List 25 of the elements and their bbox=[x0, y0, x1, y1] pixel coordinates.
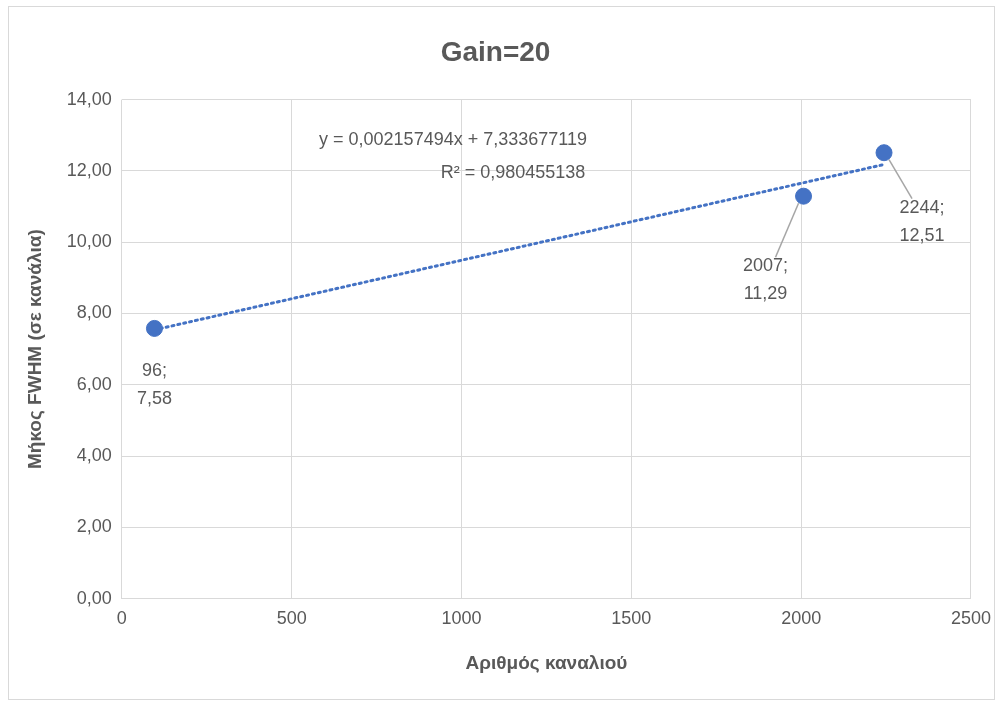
data-label: 2244; 12,51 bbox=[899, 196, 945, 245]
x-tick-label: 2500 bbox=[950, 608, 991, 629]
point bbox=[795, 187, 813, 205]
point bbox=[145, 319, 163, 337]
data-label: 2007; 11,29 bbox=[743, 255, 789, 304]
x-axis-title: Αριθμός καναλιού bbox=[465, 651, 628, 673]
data-label: 96; 7,58 bbox=[136, 360, 172, 409]
y-tick-label: 14,00 bbox=[66, 88, 112, 109]
point bbox=[875, 144, 893, 162]
annotation: R² = 0,980455138 bbox=[440, 161, 586, 182]
x-tick-label: 500 bbox=[276, 608, 307, 629]
chart-title: Gain=20 bbox=[440, 35, 551, 67]
y-tick-label: 2,00 bbox=[76, 516, 112, 537]
y-tick-label: 10,00 bbox=[66, 231, 112, 252]
y-tick-label: 6,00 bbox=[76, 373, 112, 394]
x-tick-label: 1000 bbox=[441, 608, 482, 629]
x-tick-label: 0 bbox=[116, 608, 127, 629]
x-tick-label: 1500 bbox=[611, 608, 652, 629]
y-tick-label: 0,00 bbox=[76, 587, 112, 608]
x-tick-label: 2000 bbox=[781, 608, 822, 629]
annotation: y = 0,002157494x + 7,333677119 bbox=[319, 128, 587, 149]
y-tick-label: 12,00 bbox=[66, 159, 112, 180]
y-tick-label: 8,00 bbox=[76, 302, 112, 323]
y-axis-title: Μήκος FWHM (σε κανάλια) bbox=[23, 229, 45, 470]
y-tick-label: 4,00 bbox=[76, 445, 112, 465]
